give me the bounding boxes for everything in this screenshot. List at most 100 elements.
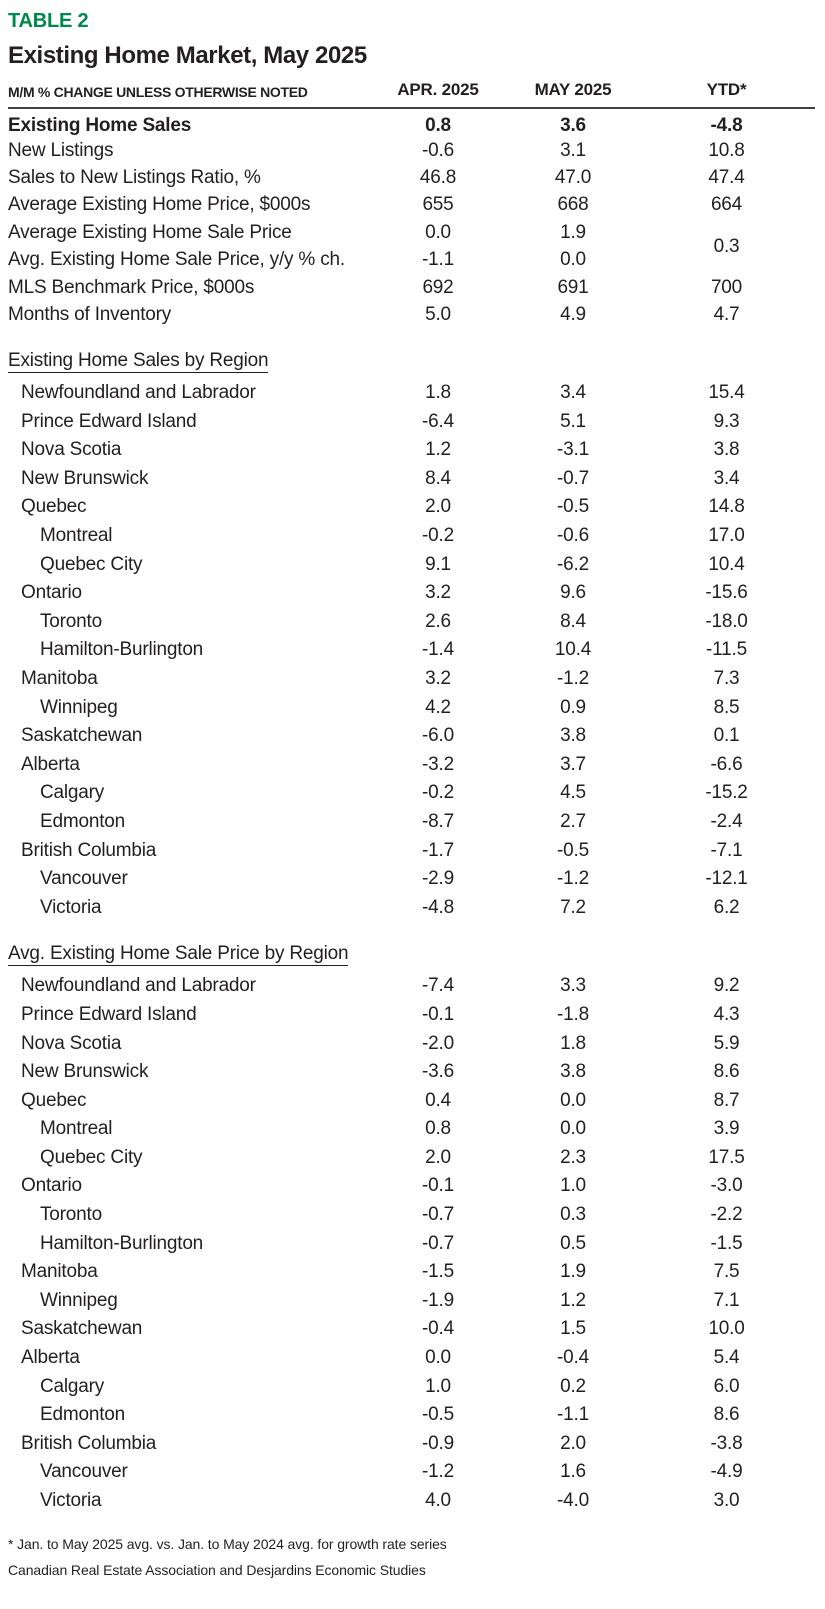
ytd-value: -1.5 (710, 1232, 743, 1254)
row-label: Avg. Existing Home Sale Price, y/y % ch. (8, 249, 345, 271)
may-value: 3.1 (560, 139, 586, 161)
apr-value: 1.2 (425, 439, 451, 461)
data-table: M/M % CHANGE UNLESS OTHERWISE NOTED APR.… (8, 80, 815, 1515)
apr-value: 655 (422, 194, 454, 216)
may-value: 4.5 (560, 782, 586, 804)
apr-value: -1.4 (422, 639, 454, 661)
may-value: 3.3 (560, 975, 586, 997)
row-label: Montreal (40, 1118, 113, 1140)
section-header-row: Avg. Existing Home Sale Price by Region (8, 922, 815, 972)
row-label: Prince Edward Island (21, 1003, 197, 1025)
may-value: -1.8 (557, 1003, 589, 1025)
may-value: -0.5 (557, 839, 589, 861)
table-row: Edmonton -0.5 -1.1 8.6 (8, 1401, 815, 1430)
apr-value: -1.5 (422, 1261, 454, 1283)
ytd-value: 8.7 (713, 1089, 740, 1111)
may-value: 1.0 (560, 1175, 586, 1197)
may-value: 0.2 (560, 1375, 586, 1397)
table-row: Quebec 0.4 0.0 8.7 (8, 1086, 815, 1115)
section-header: Existing Home Sales by Region (8, 349, 269, 373)
row-label: New Brunswick (21, 467, 149, 489)
apr-value: -0.7 (422, 1232, 454, 1254)
may-value: 1.9 (560, 221, 586, 243)
may-value: -1.2 (557, 868, 589, 890)
may-value: -4.0 (557, 1490, 589, 1511)
row-label: Quebec City (40, 553, 143, 575)
ytd-value: 4.3 (713, 1003, 740, 1025)
row-label: Saskatchewan (21, 1318, 143, 1340)
row-label: Average Existing Home Sale Price (8, 221, 292, 243)
may-value: 0.0 (560, 249, 586, 271)
row-label: Calgary (40, 1375, 105, 1397)
may-value: 3.8 (560, 725, 586, 747)
may-value: 0.5 (560, 1232, 586, 1254)
ytd-value: -3.8 (710, 1432, 743, 1454)
ytd-value: 9.3 (713, 410, 740, 432)
may-value: 0.3 (560, 1204, 586, 1226)
table-row: Average Existing Home Price, $000s 655 668… (8, 192, 815, 219)
table-row: Quebec 2.0 -0.5 14.8 (8, 493, 815, 522)
ytd-value: 47.4 (708, 167, 745, 189)
row-label: Saskatchewan (21, 725, 143, 747)
section-header-row: Existing Home Sales by Region (8, 329, 815, 379)
may-value: 0.9 (560, 696, 586, 718)
ytd-value: -2.4 (710, 810, 743, 832)
table-row: Montreal 0.8 0.0 3.9 (8, 1115, 815, 1144)
column-header-ytd: YTD* (638, 80, 815, 109)
row-label: Winnipeg (40, 1289, 118, 1311)
apr-value: -2.0 (422, 1032, 454, 1054)
table-row: Months of Inventory 5.0 4.9 4.7 (8, 301, 815, 328)
apr-value: 0.8 (425, 1118, 451, 1140)
table-row: Nova Scotia 1.2 -3.1 3.8 (8, 436, 815, 465)
row-label: Quebec (21, 1089, 87, 1111)
apr-value: 8.4 (425, 467, 451, 489)
apr-value: -1.1 (422, 249, 454, 271)
table-body: Existing Home Sales 0.8 3.6 -4.8 New Listing… (8, 108, 815, 1515)
may-value: 1.5 (560, 1318, 586, 1340)
table-row: British Columbia -1.7 -0.5 -7.1 (8, 836, 815, 865)
ytd-value: -11.5 (706, 639, 747, 661)
row-label: British Columbia (21, 839, 157, 861)
apr-value: 2.0 (425, 496, 451, 518)
ytd-value: 7.5 (713, 1261, 740, 1283)
row-label: Vancouver (40, 1461, 128, 1483)
apr-value: -2.9 (422, 868, 454, 890)
ytd-value: -12.1 (705, 868, 748, 890)
apr-value: -4.8 (422, 896, 454, 918)
ytd-value: -15.6 (705, 582, 748, 604)
table-row: Existing Home Sales 0.8 3.6 -4.8 (8, 108, 815, 137)
ytd-value: 6.2 (713, 896, 740, 918)
row-label: Victoria (40, 896, 102, 918)
may-value: 3.8 (560, 1061, 586, 1083)
apr-value: -0.1 (422, 1175, 454, 1197)
ytd-value: 15.4 (708, 382, 745, 404)
ytd-value: 7.1 (713, 1289, 740, 1311)
table-row: Victoria -4.8 7.2 6.2 (8, 893, 815, 922)
row-label: Vancouver (40, 868, 128, 890)
table-row: Toronto 2.6 8.4 -18.0 (8, 607, 815, 636)
row-label: Nova Scotia (21, 439, 122, 461)
apr-value: 2.6 (425, 610, 451, 632)
apr-value: 46.8 (419, 167, 457, 189)
ytd-value: 3.4 (713, 467, 740, 489)
apr-value: 0.8 (425, 115, 451, 136)
may-value: 3.4 (560, 382, 586, 404)
table-row: Montreal -0.2 -0.6 17.0 (8, 522, 815, 551)
table-row: British Columbia -0.9 2.0 -3.8 (8, 1430, 815, 1459)
apr-value: -0.9 (422, 1432, 454, 1454)
table-row: Vancouver -2.9 -1.2 -12.1 (8, 865, 815, 894)
row-label: Calgary (40, 782, 105, 804)
apr-value: 3.2 (425, 582, 451, 604)
table-row: Nova Scotia -2.0 1.8 5.9 (8, 1029, 815, 1058)
ytd-value: 10.0 (708, 1318, 745, 1340)
ytd-value: 5.9 (713, 1032, 740, 1054)
apr-value: 1.8 (425, 382, 451, 404)
may-value: 47.0 (554, 167, 592, 189)
row-label: Quebec City (40, 1146, 143, 1168)
apr-value: -1.2 (422, 1461, 454, 1483)
apr-value: -8.7 (422, 810, 454, 832)
may-value: -0.5 (557, 496, 589, 518)
table-row: Vancouver -1.2 1.6 -4.9 (8, 1458, 815, 1487)
apr-value: 3.2 (425, 667, 451, 689)
